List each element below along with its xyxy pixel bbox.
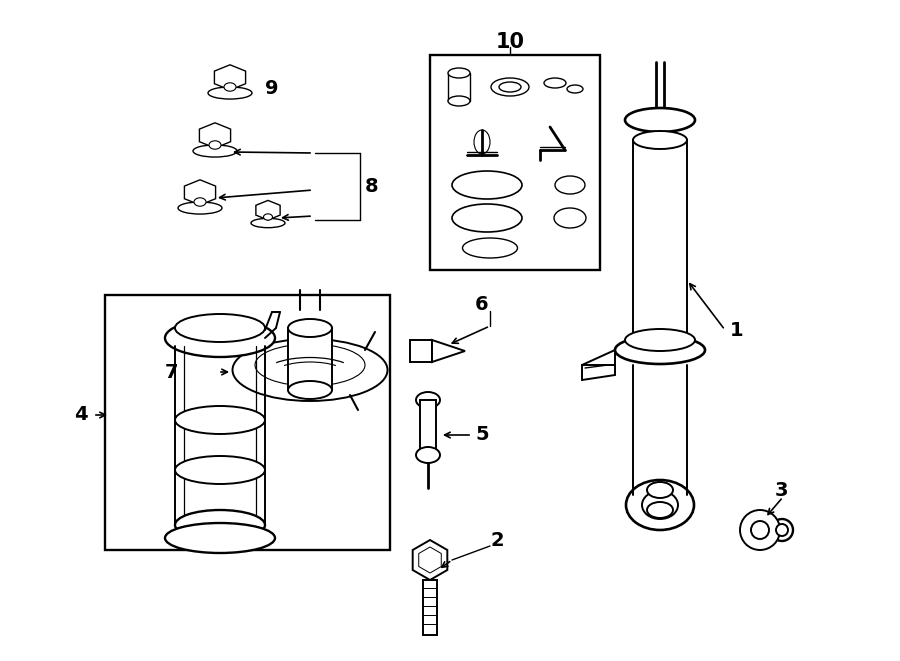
Ellipse shape	[448, 96, 470, 106]
Text: 10: 10	[496, 32, 525, 52]
Ellipse shape	[452, 204, 522, 232]
Ellipse shape	[232, 339, 388, 401]
Text: 7: 7	[165, 362, 178, 381]
Ellipse shape	[776, 524, 788, 536]
Ellipse shape	[544, 78, 566, 88]
Ellipse shape	[452, 171, 522, 199]
Polygon shape	[184, 180, 216, 205]
Ellipse shape	[448, 68, 470, 78]
Bar	[410, 340, 432, 362]
Ellipse shape	[251, 218, 285, 227]
Polygon shape	[432, 340, 465, 362]
Ellipse shape	[288, 319, 332, 337]
Ellipse shape	[771, 519, 793, 541]
Text: 5: 5	[475, 426, 489, 444]
Ellipse shape	[208, 87, 252, 99]
Text: 3: 3	[775, 481, 788, 500]
Bar	[448, 73, 470, 101]
Polygon shape	[214, 65, 246, 90]
Ellipse shape	[175, 314, 265, 342]
Bar	[423, 580, 437, 635]
Ellipse shape	[740, 510, 780, 550]
Bar	[288, 328, 332, 390]
Ellipse shape	[633, 131, 687, 149]
Text: 1: 1	[730, 321, 743, 340]
Ellipse shape	[224, 83, 236, 91]
Bar	[430, 55, 600, 270]
Ellipse shape	[175, 510, 265, 540]
Bar	[420, 400, 436, 455]
Ellipse shape	[491, 78, 529, 96]
Ellipse shape	[288, 381, 332, 399]
Polygon shape	[256, 200, 280, 220]
Ellipse shape	[615, 336, 705, 364]
Ellipse shape	[567, 85, 583, 93]
Ellipse shape	[647, 482, 673, 498]
Ellipse shape	[209, 141, 221, 149]
Text: 4: 4	[75, 405, 88, 424]
Ellipse shape	[625, 108, 695, 132]
Ellipse shape	[165, 523, 275, 553]
Ellipse shape	[194, 198, 206, 206]
Ellipse shape	[499, 82, 521, 92]
Ellipse shape	[193, 145, 237, 157]
Ellipse shape	[175, 456, 265, 484]
Ellipse shape	[751, 521, 769, 539]
Ellipse shape	[555, 176, 585, 194]
Ellipse shape	[165, 319, 275, 357]
Ellipse shape	[175, 406, 265, 434]
Ellipse shape	[626, 480, 694, 530]
Ellipse shape	[625, 329, 695, 351]
Polygon shape	[413, 540, 447, 580]
Text: 6: 6	[475, 295, 489, 315]
Polygon shape	[200, 123, 230, 148]
Ellipse shape	[416, 392, 440, 408]
Ellipse shape	[264, 214, 273, 220]
Text: 9: 9	[265, 79, 278, 98]
Ellipse shape	[463, 238, 518, 258]
Text: 8: 8	[365, 176, 379, 196]
Ellipse shape	[178, 202, 222, 214]
Ellipse shape	[647, 502, 673, 518]
Bar	[105, 295, 390, 550]
Ellipse shape	[554, 208, 586, 228]
Ellipse shape	[416, 447, 440, 463]
Text: 2: 2	[490, 531, 504, 549]
Ellipse shape	[642, 491, 678, 519]
